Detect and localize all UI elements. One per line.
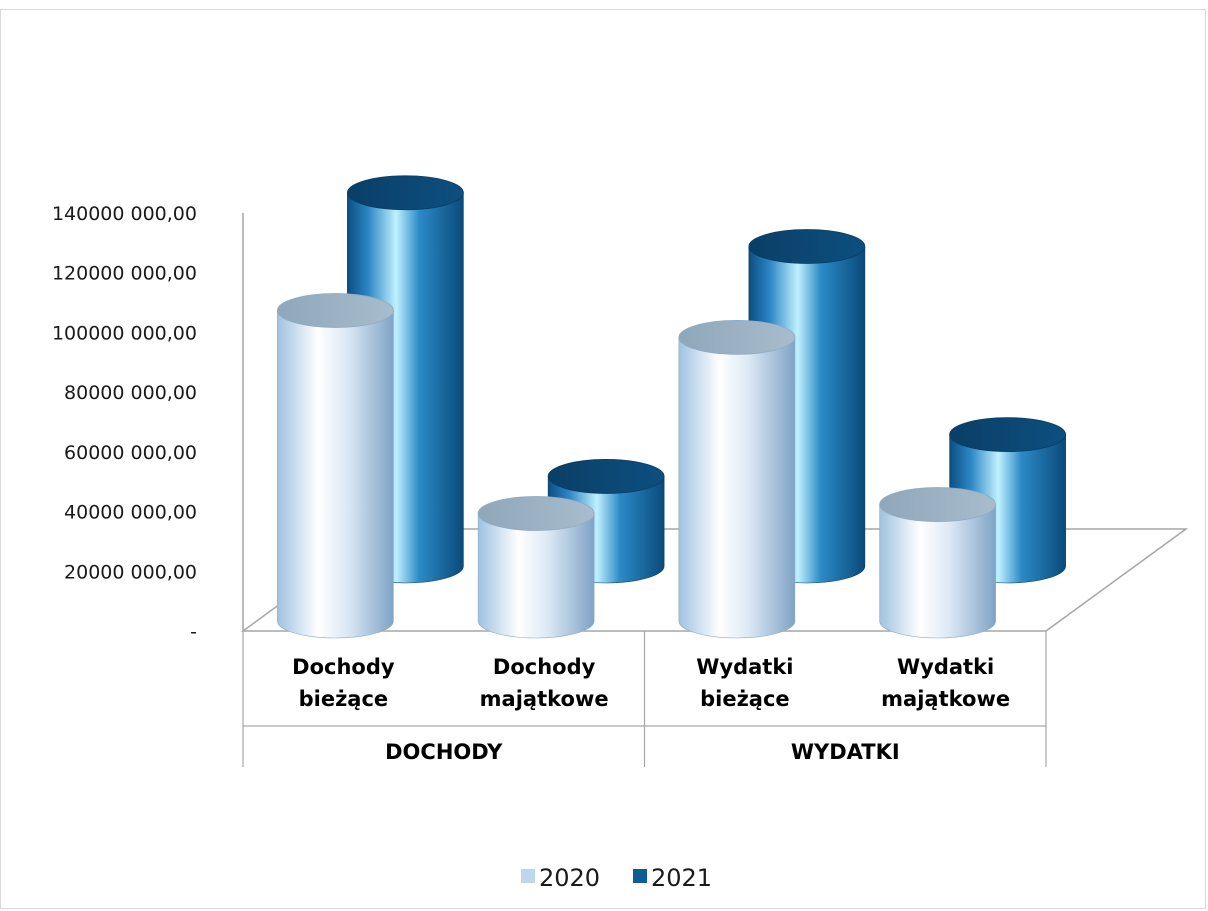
category-label-line2: bieżące [299,687,389,711]
bar-top [276,293,394,328]
category-label-line2: bieżące [700,687,790,711]
bar-top [346,175,464,211]
legend-swatch [633,869,647,883]
y-tick-label: - [190,621,197,643]
category-label-line1: Wydatki [696,655,793,679]
y-tick-label: 120000 000,00 [52,263,197,285]
bar-2020 [276,293,394,639]
bar-body [879,504,996,639]
bar-2020 [879,487,997,639]
y-tick-label: 80000 000,00 [64,382,197,404]
group-label: WYDATKI [791,740,900,764]
bar-top [748,229,866,264]
bar-body [277,310,394,639]
bar-top [879,487,997,522]
bar-body [477,513,595,639]
category-label-line1: Dochody [493,655,596,679]
front-series-layer [276,293,997,639]
y-tick-label: 140000 000,00 [52,203,197,225]
bar-body [678,337,796,639]
y-tick-label: 40000 000,00 [64,502,197,524]
chart-svg: - 20000 000,00 40000 000,00 60000 000,00 800… [52,175,1189,892]
chart-frame: - 20000 000,00 40000 000,00 60000 000,00 800… [0,9,1206,909]
y-tick-label: 60000 000,00 [64,442,197,464]
bar-top [949,417,1067,453]
bar-top [547,459,665,494]
legend-label: 2020 [539,864,600,892]
category-label-line2: majątkowe [480,687,609,711]
y-tick-label: 100000 000,00 [52,322,197,344]
category-label-line1: Dochody [292,655,395,679]
labels-layer: Dochody bieżące Dochody majątkowe Wydatki bie… [292,655,1010,764]
legend: 2020 2021 [521,864,712,892]
legend-swatch [521,869,535,883]
bar-top [678,319,796,355]
y-tick-label: 20000 000,00 [64,561,197,583]
bar-2020 [477,496,595,639]
category-label-line1: Wydatki [897,655,994,679]
group-label: DOCHODY [385,740,503,764]
category-label-line2: majątkowe [881,687,1010,711]
bar-top [477,496,595,531]
bar-2020 [678,319,796,639]
legend-label: 2021 [651,864,712,892]
